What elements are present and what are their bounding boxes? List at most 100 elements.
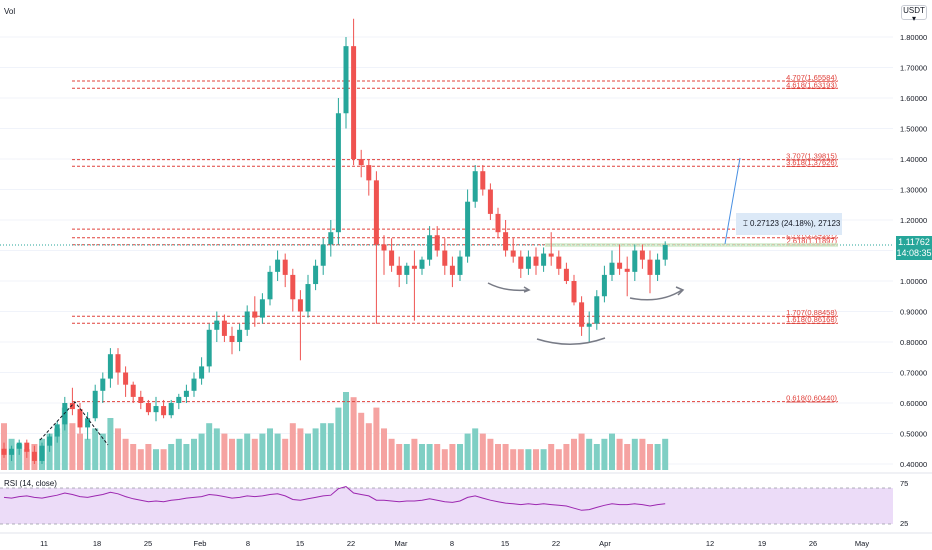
candle-body[interactable] bbox=[130, 384, 136, 397]
candle-body[interactable] bbox=[77, 409, 83, 428]
candle-body[interactable] bbox=[1, 448, 7, 455]
candle-body[interactable] bbox=[107, 354, 113, 379]
volume-bar bbox=[183, 444, 190, 470]
candle-body[interactable] bbox=[328, 232, 334, 245]
candle-body[interactable] bbox=[24, 442, 30, 452]
candle-body[interactable] bbox=[601, 274, 607, 297]
candle-body[interactable] bbox=[244, 311, 250, 330]
candle-body[interactable] bbox=[480, 171, 486, 190]
candle-body[interactable] bbox=[31, 451, 37, 461]
volume-bar bbox=[548, 444, 555, 470]
candle-body[interactable] bbox=[138, 396, 144, 403]
candle-body[interactable] bbox=[541, 253, 547, 266]
candle-body[interactable] bbox=[199, 366, 205, 379]
candle-body[interactable] bbox=[123, 372, 129, 385]
candle-body[interactable] bbox=[282, 259, 288, 275]
candle-body[interactable] bbox=[237, 329, 243, 342]
candle-body[interactable] bbox=[100, 378, 106, 391]
candle-body[interactable] bbox=[556, 256, 562, 269]
candle-body[interactable] bbox=[161, 406, 167, 416]
candle-body[interactable] bbox=[457, 256, 463, 275]
candle-body[interactable] bbox=[465, 201, 471, 257]
candle-body[interactable] bbox=[579, 302, 585, 327]
price-axis[interactable] bbox=[893, 0, 932, 550]
candle-body[interactable] bbox=[510, 250, 516, 257]
candle-body[interactable] bbox=[373, 180, 379, 245]
candle-body[interactable] bbox=[586, 323, 592, 327]
measure-line bbox=[724, 157, 741, 245]
candle-body[interactable] bbox=[563, 268, 569, 281]
candle-body[interactable] bbox=[639, 250, 645, 260]
candle-body[interactable] bbox=[206, 329, 212, 367]
volume-bar bbox=[289, 423, 296, 470]
candle-body[interactable] bbox=[609, 262, 615, 275]
candle-body[interactable] bbox=[229, 335, 235, 342]
candle-body[interactable] bbox=[472, 171, 478, 202]
volume-bar bbox=[502, 444, 509, 470]
candle-body[interactable] bbox=[434, 235, 440, 251]
candle-body[interactable] bbox=[153, 406, 159, 413]
candle-body[interactable] bbox=[487, 189, 493, 214]
candle-body[interactable] bbox=[85, 418, 91, 428]
candle-body[interactable] bbox=[495, 213, 501, 233]
candle-body[interactable] bbox=[381, 244, 387, 251]
candle-body[interactable] bbox=[214, 320, 220, 330]
candle-body[interactable] bbox=[662, 245, 668, 260]
candle-body[interactable] bbox=[518, 256, 524, 269]
candle-body[interactable] bbox=[183, 390, 189, 397]
candle-body[interactable] bbox=[358, 159, 364, 166]
candle-body[interactable] bbox=[396, 265, 402, 275]
candle-body[interactable] bbox=[191, 378, 197, 391]
candle-body[interactable] bbox=[632, 250, 638, 272]
candle-body[interactable] bbox=[411, 265, 417, 269]
candle-body[interactable] bbox=[267, 271, 273, 300]
candle-body[interactable] bbox=[419, 259, 425, 269]
candle-body[interactable] bbox=[389, 250, 395, 266]
candle-body[interactable] bbox=[54, 424, 60, 437]
candle-body[interactable] bbox=[442, 250, 448, 266]
candle-body[interactable] bbox=[305, 284, 311, 312]
candle-body[interactable] bbox=[16, 442, 22, 449]
candle-body[interactable] bbox=[335, 113, 341, 233]
candle-body[interactable] bbox=[115, 354, 121, 373]
candle-body[interactable] bbox=[624, 268, 630, 272]
candle-body[interactable] bbox=[168, 403, 174, 416]
candle-body[interactable] bbox=[69, 403, 75, 410]
candle-body[interactable] bbox=[351, 46, 357, 159]
candle-body[interactable] bbox=[449, 265, 455, 275]
candle-body[interactable] bbox=[145, 403, 151, 413]
candle-body[interactable] bbox=[320, 244, 326, 266]
candle-body[interactable] bbox=[9, 448, 15, 455]
volume-bar bbox=[236, 438, 243, 470]
candle-body[interactable] bbox=[343, 46, 349, 114]
candle-body[interactable] bbox=[655, 259, 661, 275]
candle-body[interactable] bbox=[548, 253, 554, 257]
candle-body[interactable] bbox=[427, 235, 433, 260]
candle-body[interactable] bbox=[259, 299, 265, 318]
volume-bar bbox=[381, 428, 387, 470]
candle-body[interactable] bbox=[533, 256, 539, 266]
candle-body[interactable] bbox=[221, 320, 227, 336]
candle-body[interactable] bbox=[617, 262, 623, 269]
candle-body[interactable] bbox=[313, 265, 319, 285]
candle-body[interactable] bbox=[525, 256, 531, 269]
candle-body[interactable] bbox=[594, 296, 600, 324]
candle-body[interactable] bbox=[366, 165, 372, 181]
candle-body[interactable] bbox=[176, 396, 182, 403]
currency-selector[interactable]: USDT ▾ bbox=[901, 5, 927, 23]
candle-body[interactable] bbox=[92, 390, 98, 419]
candle-body[interactable] bbox=[647, 259, 653, 275]
candle-body[interactable] bbox=[39, 445, 45, 461]
measure-tooltip: ⌶ 0.27123 (24.18%), 27123 bbox=[736, 213, 842, 235]
candle-body[interactable] bbox=[252, 311, 258, 318]
candle-body[interactable] bbox=[275, 259, 281, 272]
candle-body[interactable] bbox=[47, 436, 53, 446]
candle-body[interactable] bbox=[503, 232, 509, 251]
candle-body[interactable] bbox=[571, 281, 577, 303]
volume-bar bbox=[84, 438, 91, 470]
candle-body[interactable] bbox=[404, 265, 410, 275]
time-axis-tick: 8 bbox=[450, 539, 454, 548]
candle-body[interactable] bbox=[297, 299, 303, 312]
candle-body[interactable] bbox=[290, 274, 296, 300]
